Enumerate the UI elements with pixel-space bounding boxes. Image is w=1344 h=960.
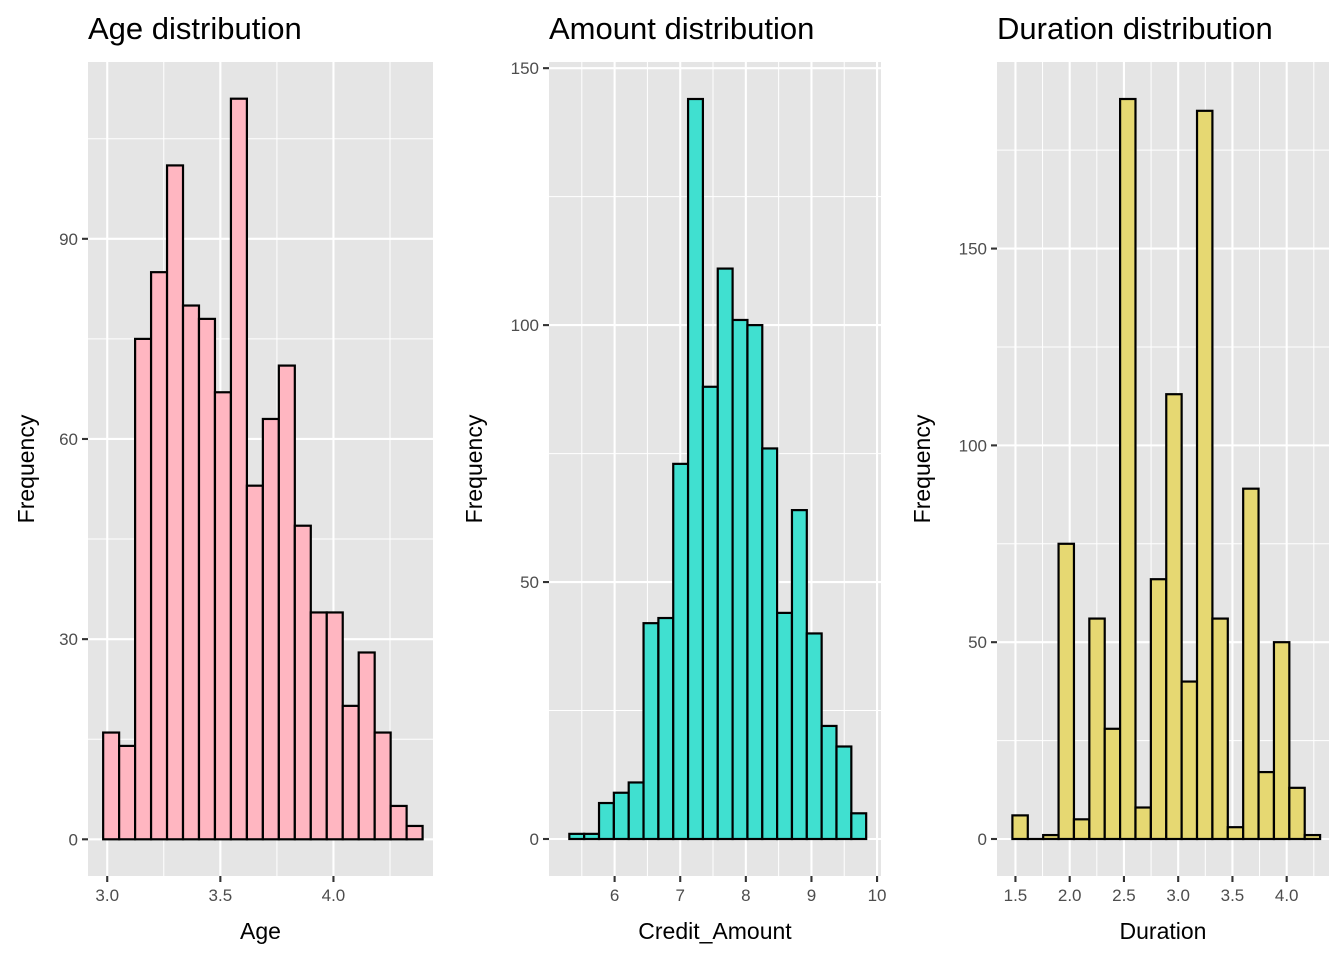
x-tick-label: 4.0 — [322, 886, 346, 905]
y-tick-label: 150 — [959, 240, 987, 259]
x-tick-label: 2.0 — [1058, 886, 1082, 905]
panel-1: 3.0 3.5 4.0 0 30 60 90 Age distribution Age Frequ… — [13, 11, 433, 944]
histogram-bar — [1165, 393, 1183, 841]
histogram-bar — [118, 744, 137, 841]
histogram-bar — [1288, 786, 1306, 841]
histogram-bar — [277, 364, 296, 841]
histogram-bar — [701, 385, 719, 841]
histogram-bar — [716, 267, 734, 841]
y-tick-label: 100 — [511, 316, 539, 335]
chart-title: Age distribution — [88, 11, 302, 46]
histogram-bar — [213, 391, 233, 841]
histogram-bar — [1149, 578, 1168, 841]
histogram-bar — [134, 337, 153, 841]
y-axis-title: Frequency — [461, 414, 487, 523]
y-tick-label: 50 — [968, 633, 987, 652]
histogram-bar — [597, 801, 615, 841]
histogram-bar — [1226, 826, 1245, 841]
y-tick-label: 30 — [59, 630, 78, 649]
chart-title: Duration distribution — [997, 11, 1273, 46]
histogram-bar — [1103, 727, 1122, 841]
histogram-bar — [1257, 770, 1276, 841]
histogram-bar — [229, 97, 249, 841]
histogram-bar — [820, 724, 838, 841]
y-axis-title: Frequency — [909, 414, 935, 523]
histogram-bar — [1042, 833, 1060, 841]
x-tick-label: 3.0 — [1166, 886, 1190, 905]
y-tick-label: 90 — [59, 230, 78, 249]
histogram-bar — [341, 704, 360, 841]
y-tick-label: 0 — [530, 830, 539, 849]
histogram-bar — [672, 462, 690, 841]
x-tick-label: 3.0 — [95, 886, 119, 905]
histogram-bar — [405, 824, 424, 841]
histogram-bar — [568, 832, 586, 841]
x-axis-title: Duration — [1120, 918, 1207, 944]
panel-3: 1.5 2.0 2.5 3.0 3.5 4.0 0 50 100 150 Duration dist… — [909, 11, 1329, 944]
histogram-bar — [1303, 833, 1322, 841]
histogram-bar — [357, 651, 376, 841]
x-tick-label: 6 — [610, 886, 619, 905]
histogram-bar — [102, 731, 121, 841]
histogram-bar — [1011, 814, 1029, 841]
x-axis-title: Credit_Amount — [638, 918, 792, 944]
chart-title: Amount distribution — [549, 11, 814, 46]
histogram-bar — [1242, 487, 1260, 841]
x-tick-label: 1.5 — [1004, 886, 1028, 905]
x-axis-title: Age — [240, 918, 281, 944]
histogram-bar — [181, 304, 201, 841]
histogram-bar — [835, 745, 853, 841]
y-tick-label: 0 — [978, 830, 987, 849]
histogram-bar — [776, 611, 794, 841]
histogram-bar — [1211, 617, 1229, 841]
y-tick-label: 100 — [959, 436, 987, 455]
x-tick-label: 4.0 — [1275, 886, 1299, 905]
histogram-bar — [686, 97, 705, 841]
histogram-bar — [309, 611, 328, 841]
histogram-bar — [746, 324, 764, 841]
histogram-bar — [657, 616, 675, 841]
y-tick-label: 150 — [511, 59, 539, 78]
histogram-bar — [790, 509, 808, 841]
x-tick-label: 9 — [807, 886, 816, 905]
histogram-bar — [1272, 641, 1291, 841]
histogram-bar — [1072, 818, 1091, 841]
y-tick-label: 50 — [520, 573, 539, 592]
x-tick-label: 8 — [741, 886, 750, 905]
histogram-bar — [197, 317, 217, 841]
histogram-bar — [761, 447, 779, 841]
histogram-bar — [627, 781, 645, 841]
histogram-bar — [165, 164, 185, 841]
x-tick-label: 3.5 — [1221, 886, 1245, 905]
histogram-bar — [261, 417, 280, 841]
histogram-bar — [612, 791, 630, 841]
histogram-bar — [325, 611, 344, 841]
x-tick-label: 3.5 — [209, 886, 233, 905]
x-tick-label: 7 — [675, 886, 684, 905]
histogram-bar — [805, 632, 823, 841]
histogram-bar — [373, 731, 392, 841]
histogram-bar — [1195, 109, 1214, 841]
histogram-bar — [389, 804, 408, 841]
histogram-bar — [149, 271, 169, 841]
y-tick-label: 60 — [59, 430, 78, 449]
histogram-bar — [1119, 97, 1137, 841]
histogram-bar — [245, 484, 264, 841]
y-axis-title: Frequency — [13, 414, 39, 523]
histogram-bar — [1134, 806, 1152, 841]
histogram-bar — [1088, 617, 1106, 841]
histogram-bar — [583, 832, 601, 841]
y-tick-label: 0 — [69, 830, 78, 849]
histogram-bar — [293, 524, 312, 841]
x-tick-label: 2.5 — [1112, 886, 1136, 905]
histogram-bar — [850, 812, 868, 841]
histogram-bar — [1180, 680, 1199, 841]
histogram-bar — [642, 622, 660, 841]
x-tick-label: 10 — [868, 886, 887, 905]
histogram-bar — [731, 318, 749, 841]
histogram-bar — [1057, 542, 1076, 841]
